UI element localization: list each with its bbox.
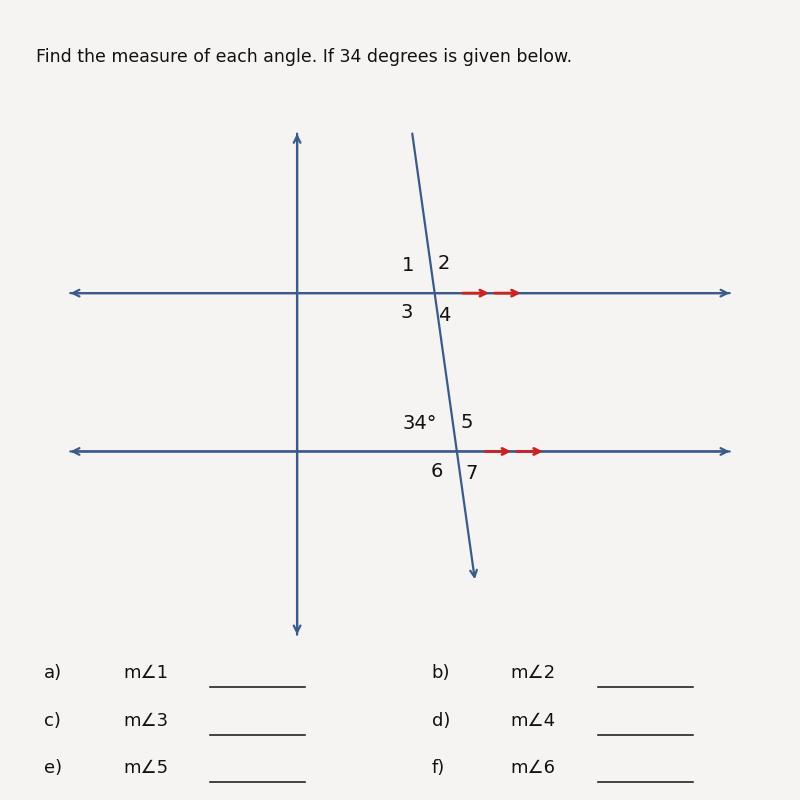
Text: 6: 6 xyxy=(430,462,442,481)
Text: f): f) xyxy=(432,759,445,777)
Text: b): b) xyxy=(432,664,450,682)
Text: c): c) xyxy=(44,712,61,730)
Text: 34°: 34° xyxy=(402,414,438,434)
Text: m∠5: m∠5 xyxy=(123,759,168,777)
Text: m∠6: m∠6 xyxy=(511,759,556,777)
Text: 4: 4 xyxy=(438,306,450,325)
Text: m∠3: m∠3 xyxy=(123,712,168,730)
Text: 7: 7 xyxy=(465,464,478,483)
Text: m∠2: m∠2 xyxy=(511,664,556,682)
Text: a): a) xyxy=(44,664,62,682)
Text: m∠4: m∠4 xyxy=(511,712,556,730)
Text: Find the measure of each angle. If 34 degrees is given below.: Find the measure of each angle. If 34 de… xyxy=(36,48,572,66)
Text: 3: 3 xyxy=(400,303,413,322)
Text: 1: 1 xyxy=(402,256,414,275)
Text: 5: 5 xyxy=(461,413,474,432)
Text: d): d) xyxy=(432,712,450,730)
Text: 2: 2 xyxy=(438,254,450,274)
Text: m∠1: m∠1 xyxy=(123,664,168,682)
Text: e): e) xyxy=(44,759,62,777)
